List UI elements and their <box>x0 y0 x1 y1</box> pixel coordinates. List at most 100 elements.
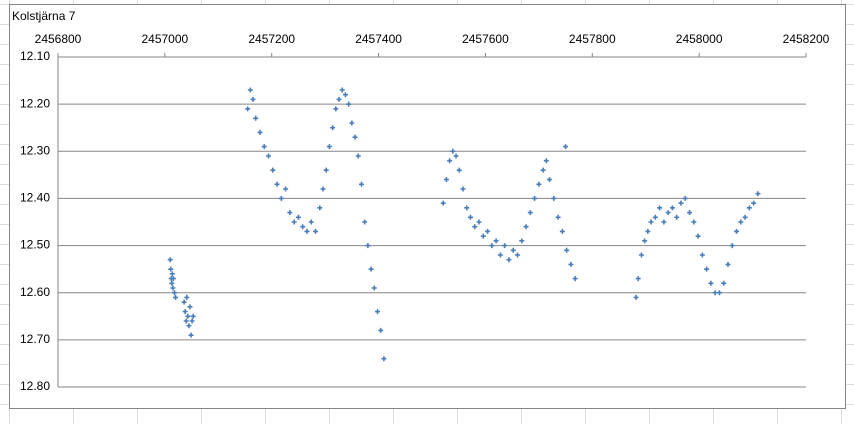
chart-title: Kolstjärna 7 <box>12 9 76 23</box>
data-point <box>184 294 190 300</box>
data-point <box>440 200 446 206</box>
data-point <box>551 195 557 201</box>
data-point <box>633 294 639 300</box>
data-point <box>183 318 189 324</box>
data-point <box>648 219 654 225</box>
data-point <box>287 210 293 216</box>
data-point <box>300 224 306 230</box>
data-point <box>186 323 192 329</box>
data-point <box>543 158 549 164</box>
data-point <box>450 148 456 154</box>
data-point <box>320 186 326 192</box>
data-point <box>467 214 473 220</box>
data-point <box>352 134 358 140</box>
data-point <box>185 313 191 319</box>
y-tick-label: 12.40 <box>20 191 50 205</box>
data-point <box>339 87 345 93</box>
data-point <box>665 210 671 216</box>
data-point <box>170 276 176 282</box>
data-point <box>527 210 533 216</box>
data-point <box>270 167 276 173</box>
data-point <box>355 153 361 159</box>
data-point <box>716 290 722 296</box>
data-point <box>536 181 542 187</box>
data-point <box>657 205 663 211</box>
y-tick-label: 12.70 <box>20 332 50 346</box>
data-point <box>708 280 714 286</box>
data-point <box>187 304 193 310</box>
data-point <box>532 195 538 201</box>
data-point <box>378 327 384 333</box>
data-point <box>317 205 323 211</box>
data-point <box>734 228 740 234</box>
data-point <box>729 243 735 249</box>
data-point <box>278 195 284 201</box>
data-point <box>346 101 352 107</box>
data-point <box>751 200 757 206</box>
data-point <box>476 219 482 225</box>
x-tick-label: 2456800 <box>35 32 82 46</box>
data-point <box>375 309 381 315</box>
data-point <box>568 261 574 267</box>
data-point <box>523 224 529 230</box>
x-tick-label: 2457000 <box>141 32 188 46</box>
data-point <box>168 266 174 272</box>
data-point <box>669 205 675 211</box>
data-point <box>291 219 297 225</box>
data-point <box>447 158 453 164</box>
data-point <box>691 219 697 225</box>
data-point <box>266 153 272 159</box>
data-point <box>742 214 748 220</box>
data-point <box>464 205 470 211</box>
data-point <box>755 191 761 197</box>
data-point <box>635 276 641 282</box>
data-point <box>342 92 348 98</box>
data-point <box>453 153 459 159</box>
data-point <box>642 238 648 244</box>
data-point <box>564 247 570 253</box>
data-point <box>295 214 301 220</box>
data-point <box>725 261 731 267</box>
data-point <box>489 243 495 249</box>
data-point <box>472 224 478 230</box>
data-point <box>674 214 680 220</box>
data-point <box>371 285 377 291</box>
data-point <box>308 219 314 225</box>
data-point <box>169 280 175 286</box>
x-tick-label: 2457400 <box>355 32 402 46</box>
data-point <box>638 252 644 258</box>
data-point <box>456 167 462 173</box>
data-point <box>169 271 175 277</box>
data-point <box>323 167 329 173</box>
data-point <box>330 125 336 131</box>
data-point <box>493 238 499 244</box>
data-point <box>333 106 339 112</box>
data-point <box>510 247 516 253</box>
data-point <box>540 167 546 173</box>
y-tick-label: 12.10 <box>20 49 50 63</box>
data-point <box>746 205 752 211</box>
data-point <box>170 285 176 291</box>
data-point <box>253 115 259 121</box>
data-point <box>188 332 194 338</box>
data-point <box>485 228 491 234</box>
data-point <box>547 177 553 183</box>
data-point <box>443 177 449 183</box>
data-point <box>699 252 705 258</box>
data-point <box>572 276 578 282</box>
data-point <box>274 181 280 187</box>
x-tick-label: 2458200 <box>783 32 830 46</box>
data-point <box>365 243 371 249</box>
data-point <box>190 313 196 319</box>
data-point <box>313 228 319 234</box>
data-point <box>497 252 503 258</box>
data-point <box>738 219 744 225</box>
data-point <box>678 200 684 206</box>
data-point <box>182 309 188 315</box>
data-point <box>687 210 693 216</box>
x-tick-label: 2457600 <box>462 32 509 46</box>
data-point <box>349 120 355 126</box>
data-point <box>326 144 332 150</box>
data-point <box>250 96 256 102</box>
